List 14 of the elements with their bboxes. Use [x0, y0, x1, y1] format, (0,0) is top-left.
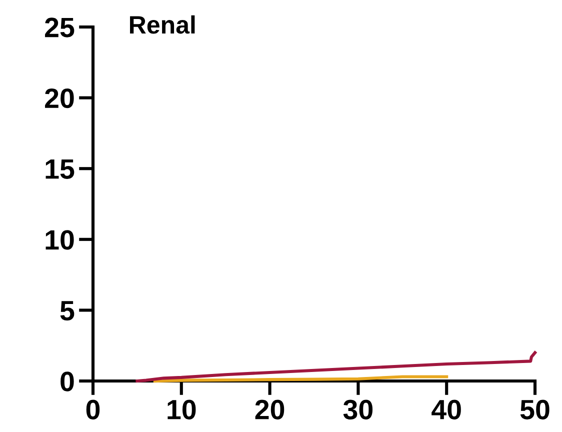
y-tick-label: 5: [60, 301, 74, 321]
x-tick-label: 30: [343, 400, 373, 420]
line-series: [136, 351, 537, 383]
y-tick-label: 0: [60, 372, 74, 392]
x-tick-label: 20: [255, 400, 284, 420]
y-tick-label: 25: [45, 18, 74, 38]
y-tick-label: 10: [46, 230, 74, 250]
chart-title: Renal: [130, 15, 195, 34]
x-tick-label: 40: [432, 400, 461, 420]
y-tick-label: 15: [46, 160, 74, 179]
x-tick-label: 10: [168, 400, 196, 420]
y-tick-label: 20: [45, 88, 74, 108]
x-tick-label: 0: [86, 400, 100, 420]
x-tick-label: 50: [520, 400, 550, 420]
